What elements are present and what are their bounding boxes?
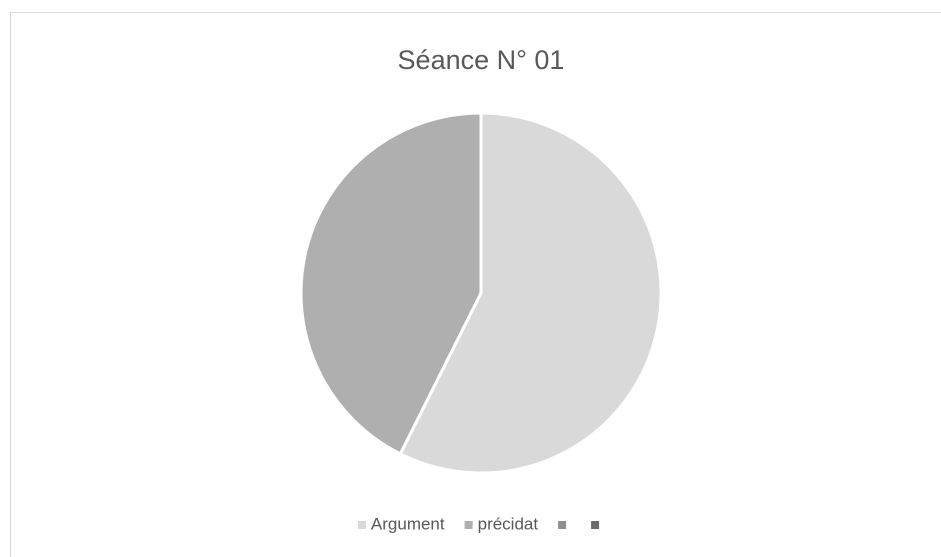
legend-label: précidat	[478, 514, 539, 533]
pie-slice	[398, 111, 663, 475]
legend-swatch	[357, 521, 366, 529]
pie-slice	[299, 111, 483, 456]
legend-swatch	[558, 521, 567, 529]
legend: Argument précidat	[357, 514, 600, 533]
chart-title: Séance N° 01	[398, 45, 565, 75]
legend-swatch	[464, 521, 473, 529]
legend-label: Argument	[371, 514, 445, 533]
legend-swatch	[591, 521, 600, 529]
